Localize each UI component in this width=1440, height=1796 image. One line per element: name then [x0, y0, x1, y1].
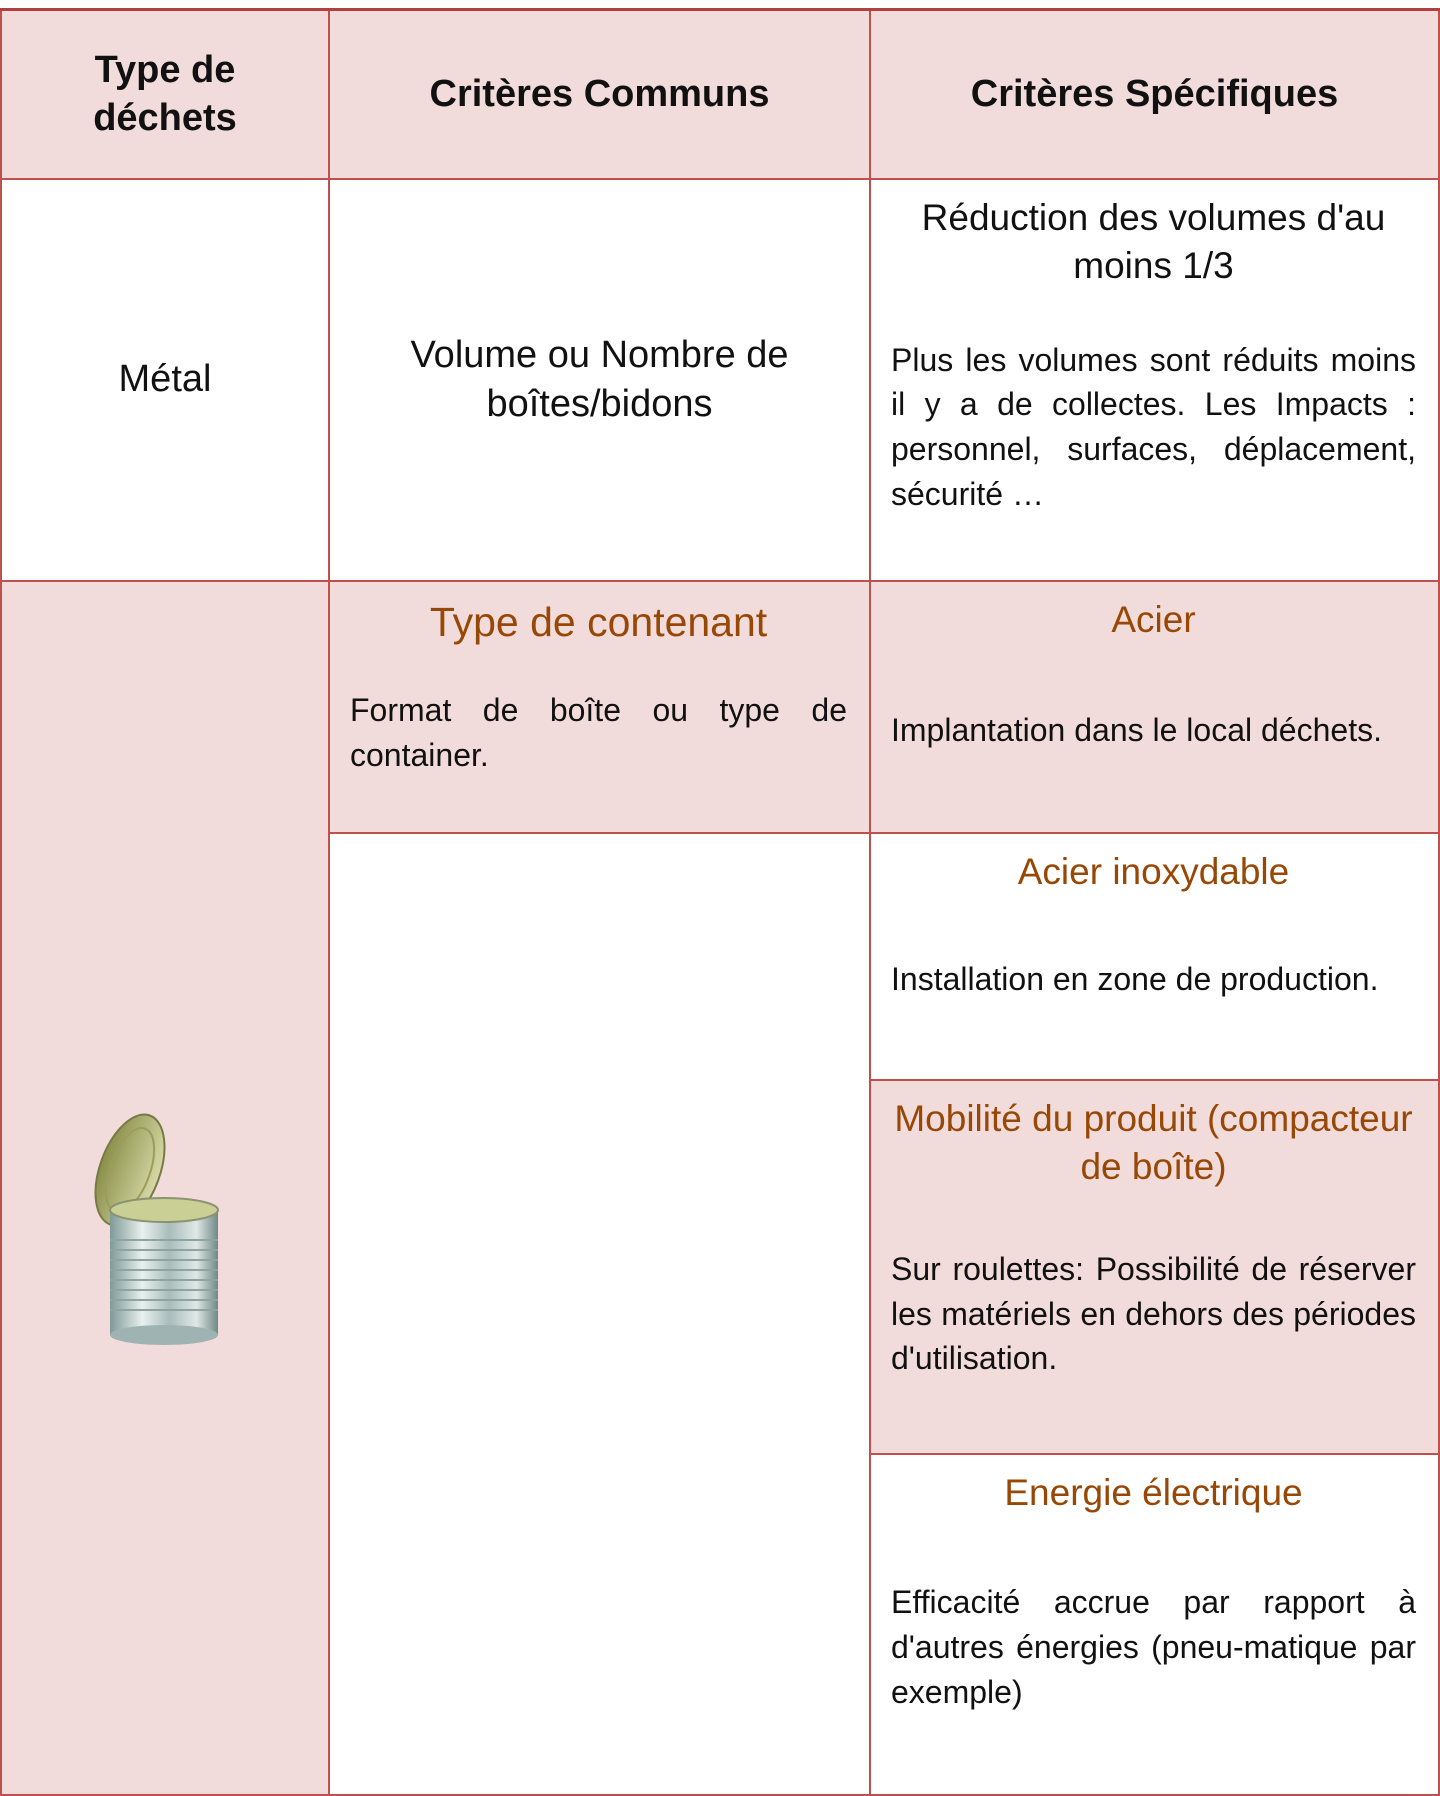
- specific-title: Mobilité du produit (compacteur de boîte…: [894, 1098, 1413, 1188]
- common-cell: Type de contenant Format de boîte ou typ…: [330, 582, 871, 834]
- specific-cell: Mobilité du produit (compacteur de boîte…: [871, 1081, 1440, 1455]
- specific-text: Plus les volumes sont réduits moins il y…: [891, 341, 1416, 512]
- header-text: Type de déchets: [93, 49, 237, 139]
- type-cell: Métal: [0, 180, 330, 582]
- common-cell: Volume ou Nombre de boîtes/bidons: [330, 180, 871, 582]
- top-border: [0, 8, 1440, 12]
- specific-text: Efficacité accrue par rapport à d'autres…: [891, 1584, 1416, 1710]
- specific-text: Installation en zone de production.: [891, 961, 1379, 998]
- common-text: Volume ou Nombre de boîtes/bidons: [410, 333, 789, 425]
- specific-cell: Réduction des volumes d'au moins 1/3 Plu…: [871, 180, 1440, 582]
- common-text: Format de boîte ou type de container.: [350, 691, 847, 773]
- header-cell: Critères Spécifiques: [871, 11, 1440, 180]
- specific-title: Réduction des volumes d'au moins 1/3: [921, 197, 1386, 287]
- specific-cell: Energie électrique Efficacité accrue par…: [871, 1455, 1440, 1796]
- specific-title: Acier: [1111, 599, 1196, 640]
- header-cell: Type de déchets: [0, 11, 330, 180]
- image-cell: [0, 582, 330, 1796]
- header-text: Critères Spécifiques: [970, 72, 1339, 115]
- empty-cell: [330, 834, 871, 1796]
- specific-title: Energie électrique: [1004, 1472, 1303, 1513]
- type-text: Métal: [118, 358, 212, 401]
- common-title: Type de contenant: [429, 599, 768, 645]
- specific-text: Sur roulettes: Possibilité de réserver l…: [891, 1250, 1416, 1377]
- specific-text: Implantation dans le local déchets.: [891, 711, 1382, 748]
- specific-title: Acier inoxydable: [1017, 851, 1290, 892]
- specific-cell: Acier inoxydable Installation en zone de…: [871, 834, 1440, 1081]
- header-text: Critères Communs: [429, 72, 770, 115]
- tin-can-image: [94, 1113, 219, 1345]
- header-cell: Critères Communs: [330, 11, 871, 180]
- specific-cell: Acier Implantation dans le local déchets…: [871, 582, 1440, 834]
